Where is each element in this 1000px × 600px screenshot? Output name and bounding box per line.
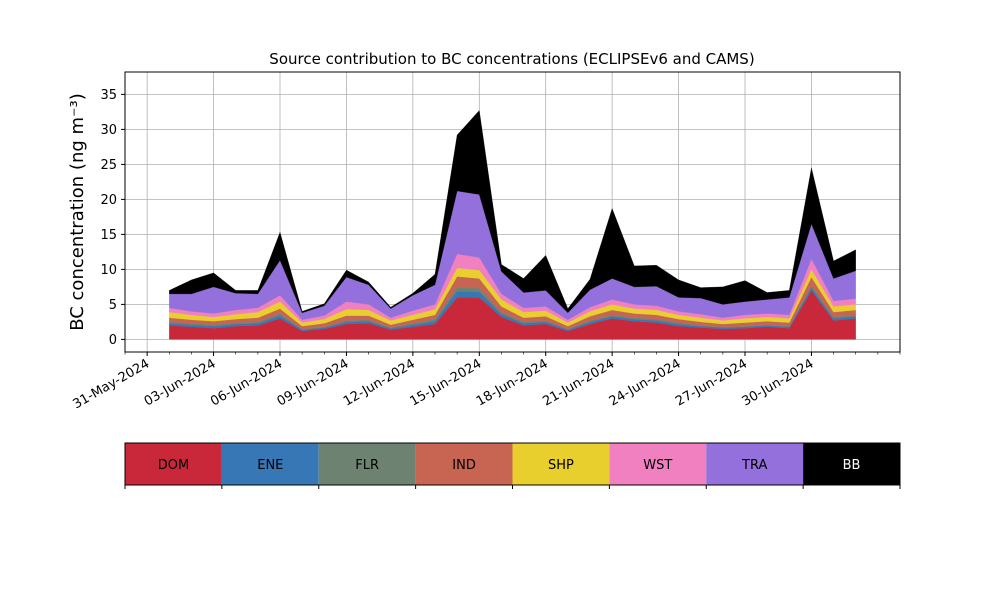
plot-area: 0 5 10 15 20 25 30 35 31-May-202403-Jun-202406-J… <box>70 71 901 412</box>
legend-label-shp: SHP <box>548 458 574 473</box>
legend-label-dom: DOM <box>158 458 189 473</box>
legend-label-ind: IND <box>452 458 476 473</box>
legend-swatch-bb <box>803 443 900 485</box>
legend-label-bb: BB <box>843 458 861 473</box>
x-tick-label: 18-Jun-2024 <box>474 356 551 409</box>
x-tick-label: 06-Jun-2024 <box>208 356 285 409</box>
x-tick-label: 31-May-2024 <box>70 356 152 412</box>
y-tick-label: 20 <box>100 193 117 208</box>
legend-swatch-ind <box>415 443 513 485</box>
legend-swatch-flr <box>318 443 416 485</box>
legend-label-flr: FLR <box>355 458 379 473</box>
legend-swatch-ene <box>221 443 319 485</box>
y-tick-label: 30 <box>100 123 117 138</box>
x-tick-label: 09-Jun-2024 <box>275 356 352 409</box>
y-tick-label: 35 <box>100 88 117 103</box>
y-tick-label: 25 <box>100 158 117 173</box>
x-tick-label: 24-Jun-2024 <box>607 356 684 409</box>
legend-swatch-tra <box>706 443 804 485</box>
legend-swatch-dom <box>125 443 222 485</box>
legend-label-wst: WST <box>643 458 672 473</box>
legend-swatch-shp <box>512 443 610 485</box>
x-tick-label: 03-Jun-2024 <box>142 356 219 409</box>
y-tick-label: 10 <box>100 263 117 278</box>
legend-swatch-wst <box>609 443 707 485</box>
y-axis-label: BC concentration (ng m⁻³) <box>67 93 88 331</box>
plot-frame <box>124 71 901 353</box>
x-tick-label: 27-Jun-2024 <box>673 356 750 409</box>
x-tick-label: 15-Jun-2024 <box>407 356 484 409</box>
y-tick-label: 15 <box>100 228 117 243</box>
x-tick-label: 12-Jun-2024 <box>341 356 418 409</box>
y-tick-label: 5 <box>109 298 117 313</box>
chart-title: Source contribution to BC concentrations… <box>269 50 754 68</box>
x-tick-label: 21-Jun-2024 <box>540 356 617 409</box>
legend-label-tra: TRA <box>741 458 767 473</box>
x-tick-label: 30-Jun-2024 <box>740 356 817 409</box>
legend: DOM ENE FLR IND SHP WST TRA BB <box>124 442 901 489</box>
area-bb <box>169 110 856 314</box>
y-tick-label: 0 <box>109 333 117 348</box>
legend-label-ene: ENE <box>257 458 283 473</box>
